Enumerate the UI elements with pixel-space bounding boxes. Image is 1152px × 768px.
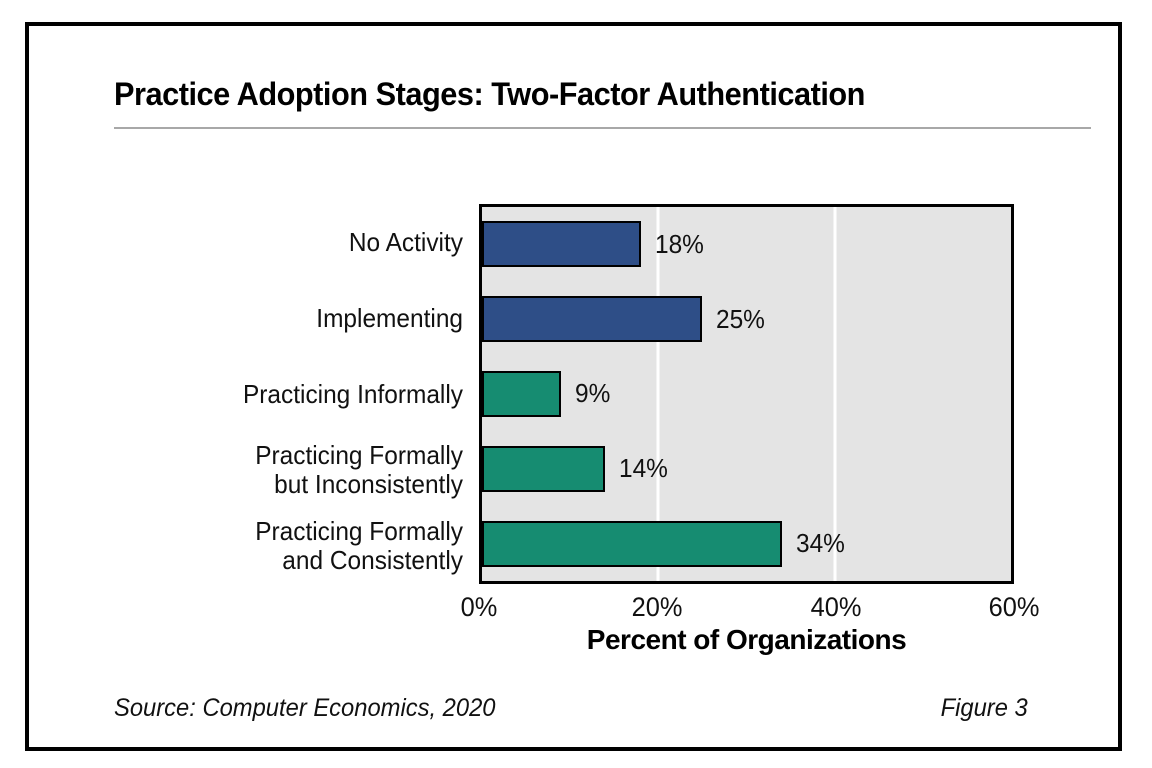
bar-series: 18% 25% 9% 14% 34% bbox=[482, 207, 1011, 581]
bar-row: 25% bbox=[482, 282, 1011, 357]
x-axis: 0% 20% 40% 60% bbox=[461, 592, 1040, 622]
plot-area: 18% 25% 9% 14% 34% bbox=[479, 204, 1014, 584]
chart-title: Practice Adoption Stages: Two-Factor Aut… bbox=[114, 76, 865, 112]
bar-row: 34% bbox=[482, 506, 1011, 581]
bar-value-label: 9% bbox=[575, 378, 611, 409]
bar-row: 18% bbox=[482, 207, 1011, 282]
bar-row: 9% bbox=[482, 357, 1011, 432]
bar-practicing-informally bbox=[482, 370, 562, 417]
bar-value-label: 34% bbox=[795, 528, 845, 559]
bar-implementing bbox=[482, 296, 703, 343]
category-label: Practicing Formally and Consistently bbox=[255, 516, 463, 575]
category-label: Practicing Formally but Inconsistently bbox=[255, 440, 463, 499]
title-divider bbox=[114, 127, 1091, 129]
x-tick-40: 40% bbox=[810, 592, 862, 622]
gridline-40 bbox=[833, 207, 837, 581]
category-label: Implementing bbox=[316, 302, 463, 333]
category-label: Practicing Informally bbox=[242, 378, 463, 409]
bar-practicing-formally-inconsistently bbox=[482, 445, 606, 492]
bar-practicing-formally-consistently bbox=[482, 520, 782, 567]
source-caption: Source: Computer Economics, 2020 bbox=[114, 694, 496, 722]
bar-value-label: 25% bbox=[716, 303, 766, 334]
category-axis: No Activity Implementing Practicing Info… bbox=[109, 204, 463, 584]
x-axis-title: Percent of Organizations bbox=[586, 624, 907, 655]
x-tick-0: 0% bbox=[460, 592, 498, 622]
bar-no-activity bbox=[482, 221, 641, 268]
gridline-20 bbox=[656, 207, 660, 581]
figure-frame: Practice Adoption Stages: Two-Factor Aut… bbox=[25, 22, 1122, 751]
figure-number: Figure 3 bbox=[940, 694, 1028, 722]
category-label: No Activity bbox=[348, 226, 463, 257]
bar-value-label: 14% bbox=[619, 453, 669, 484]
bar-row: 14% bbox=[482, 431, 1011, 506]
x-tick-60: 60% bbox=[988, 592, 1040, 622]
x-tick-20: 20% bbox=[631, 592, 683, 622]
bar-value-label: 18% bbox=[654, 228, 704, 259]
